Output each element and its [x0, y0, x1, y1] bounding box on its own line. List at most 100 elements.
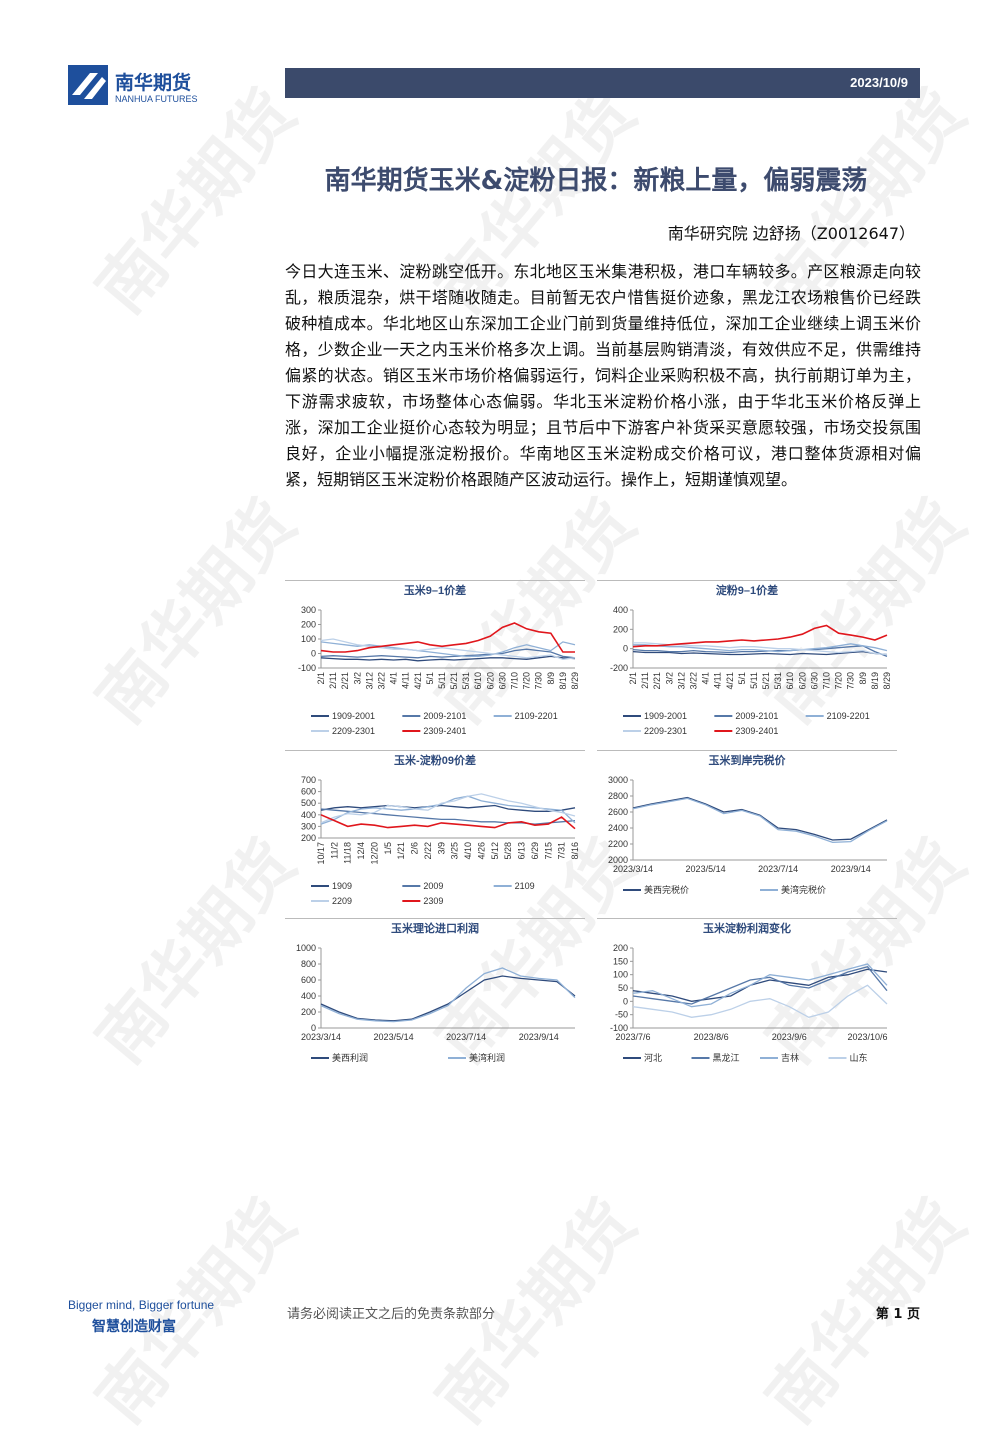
y-tick-label: 0 [311, 1023, 316, 1033]
logo-cn: 南华期货 [115, 72, 192, 94]
y-tick-label: 400 [301, 810, 316, 820]
x-tick-label: 2/21 [652, 672, 662, 690]
y-tick-label: 500 [301, 798, 316, 808]
x-tick-label: 5/21 [449, 672, 459, 690]
y-tick-label: 150 [613, 956, 628, 966]
x-tick-label: 8/29 [882, 672, 892, 690]
y-tick-label: 0 [623, 996, 628, 1006]
legend-label: 2309 [423, 896, 443, 906]
slogan-cn: 智慧创造财富 [92, 1319, 176, 1335]
x-tick-label: 3/22 [688, 672, 698, 690]
x-tick-label: 4/21 [725, 672, 735, 690]
y-tick-label: 200 [301, 833, 316, 843]
chart: 玉米9–1价差 -100 0 100 200 300 2/1 2/11 2/21 3/2 3/12 3… [285, 580, 585, 736]
x-tick-label: 3/12 [676, 672, 686, 690]
chart-title: 玉米-淀粉09价差 [394, 753, 476, 767]
legend-label: 2309-2401 [735, 726, 778, 736]
page: 南华期货 南华期货 南华期货 南华期货 南华期货 南华期货 南华期货 南华期货 南华期货 南华期货… [68, 65, 981, 1438]
legend-label: 1909-2001 [332, 711, 375, 721]
y-tick-label: 100 [301, 634, 316, 644]
x-tick-label: 6/30 [809, 672, 819, 690]
chart-title: 玉米理论进口利润 [391, 921, 479, 935]
y-tick-label: 300 [301, 605, 316, 615]
x-tick-label: 4/1 [701, 672, 711, 685]
y-tick-label: 0 [623, 644, 628, 654]
x-tick-label: 5/11 [437, 672, 447, 689]
x-tick-label: 8/19 [870, 672, 880, 690]
legend-label: 1909 [332, 881, 352, 891]
y-tick-label: -100 [610, 1023, 628, 1033]
legend-label: 2109-2201 [515, 711, 558, 721]
x-tick-label: 2023/9/14 [519, 1032, 559, 1042]
chart: 玉米到岸完税价 2000 2200 2400 2600 2800 3000 2023/3/14… [597, 750, 897, 895]
x-tick-label: 12/20 [369, 842, 379, 865]
page-number: 第 1 页 [875, 1307, 920, 1322]
x-tick-label: 2/1 [316, 672, 326, 685]
legend-label: 2009-2101 [735, 711, 778, 721]
watermark: 南华期货 [81, 485, 311, 738]
y-tick-label: 400 [613, 605, 628, 615]
x-tick-label: 8/16 [570, 842, 580, 860]
x-tick-label: 2023/7/14 [758, 864, 798, 874]
date: 2023/10/9 [850, 75, 908, 90]
x-tick-label: 2023/3/14 [613, 864, 653, 874]
series-line [320, 641, 576, 658]
y-tick-label: 600 [301, 787, 316, 797]
y-tick-label: 300 [301, 821, 316, 831]
x-tick-label: 3/12 [364, 672, 374, 690]
x-tick-label: 7/30 [534, 672, 544, 690]
x-tick-label: 2/11 [640, 672, 650, 689]
x-tick-label: 7/10 [822, 672, 832, 690]
y-tick-label: 0 [311, 649, 316, 659]
x-tick-label: 2023/10/6 [847, 1032, 887, 1042]
x-tick-label: 4/11 [713, 672, 723, 689]
chart-title: 玉米9–1价差 [404, 583, 466, 597]
legend-label: 2009-2101 [423, 711, 466, 721]
legend-label: 吉林 [781, 1052, 799, 1063]
x-tick-label: 5/31 [773, 672, 783, 690]
x-tick-label: 2023/5/14 [686, 864, 726, 874]
series-line [320, 655, 576, 662]
x-tick-label: 10/17 [316, 842, 326, 865]
x-tick-label: 6/10 [785, 672, 795, 690]
x-tick-label: 2/21 [340, 672, 350, 690]
x-tick-label: 3/2 [352, 672, 362, 685]
watermark: 南华期货 [81, 825, 311, 1078]
x-tick-label: 2023/5/14 [374, 1032, 414, 1042]
x-tick-label: 8/9 [858, 672, 868, 685]
y-tick-label: -200 [610, 663, 628, 673]
x-tick-label: 4/21 [413, 672, 423, 690]
series-line [632, 963, 888, 1008]
x-tick-label: 6/30 [497, 672, 507, 690]
body-text: 今日大连玉米、淀粉跳空低开。东北地区玉米集港积极，港口车辆较多。产区粮源走向较乱… [285, 262, 921, 489]
series-line [320, 648, 576, 659]
series-line [632, 650, 888, 656]
y-tick-label: 600 [301, 975, 316, 985]
y-tick-label: 200 [613, 943, 628, 953]
series-line [632, 796, 888, 841]
slogan-en: Bigger mind, Bigger fortune [68, 1298, 215, 1312]
x-tick-label: 6/20 [485, 672, 495, 690]
logo-icon [68, 65, 108, 105]
x-tick-label: 4/1 [389, 672, 399, 685]
y-tick-label: 200 [301, 1007, 316, 1017]
series-line [320, 804, 576, 812]
x-tick-label: 2023/3/14 [301, 1032, 341, 1042]
series-line [320, 793, 576, 824]
series-line [632, 968, 888, 1002]
y-tick-label: 2400 [608, 823, 628, 833]
x-tick-label: 3/2 [664, 672, 674, 685]
x-tick-label: 2023/7/6 [615, 1032, 650, 1042]
x-tick-label: 7/10 [510, 672, 520, 690]
x-tick-label: 2/6 [410, 842, 420, 855]
y-tick-label: 50 [618, 983, 628, 993]
legend-label: 2109 [515, 881, 535, 891]
x-tick-label: 7/15 [543, 842, 553, 860]
y-tick-label: 400 [301, 991, 316, 1001]
x-tick-label: 2/1 [628, 672, 638, 685]
legend-label: 河北 [644, 1052, 662, 1063]
series-line [320, 967, 576, 1023]
series-line [320, 638, 576, 660]
x-tick-label: 5/11 [749, 672, 759, 689]
legend-label: 黑龙江 [713, 1052, 740, 1063]
